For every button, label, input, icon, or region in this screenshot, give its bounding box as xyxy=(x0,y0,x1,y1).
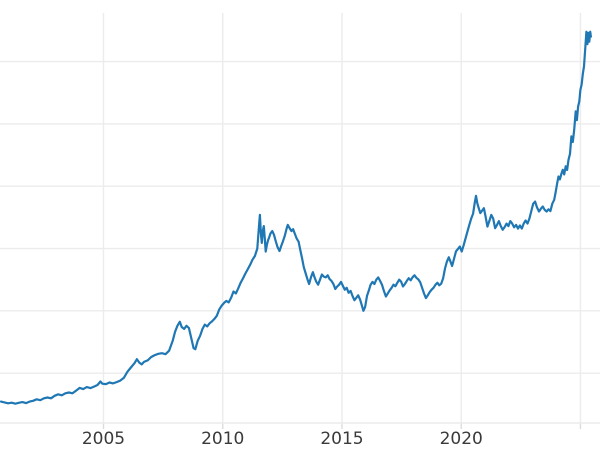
price-line xyxy=(0,30,592,405)
x-axis-tick-label: 2005 xyxy=(82,429,125,449)
x-axis-tick-label: 2010 xyxy=(201,429,244,449)
x-axis-tick-label: 2020 xyxy=(440,429,483,449)
x-axis-tick-label: 2015 xyxy=(320,429,363,449)
